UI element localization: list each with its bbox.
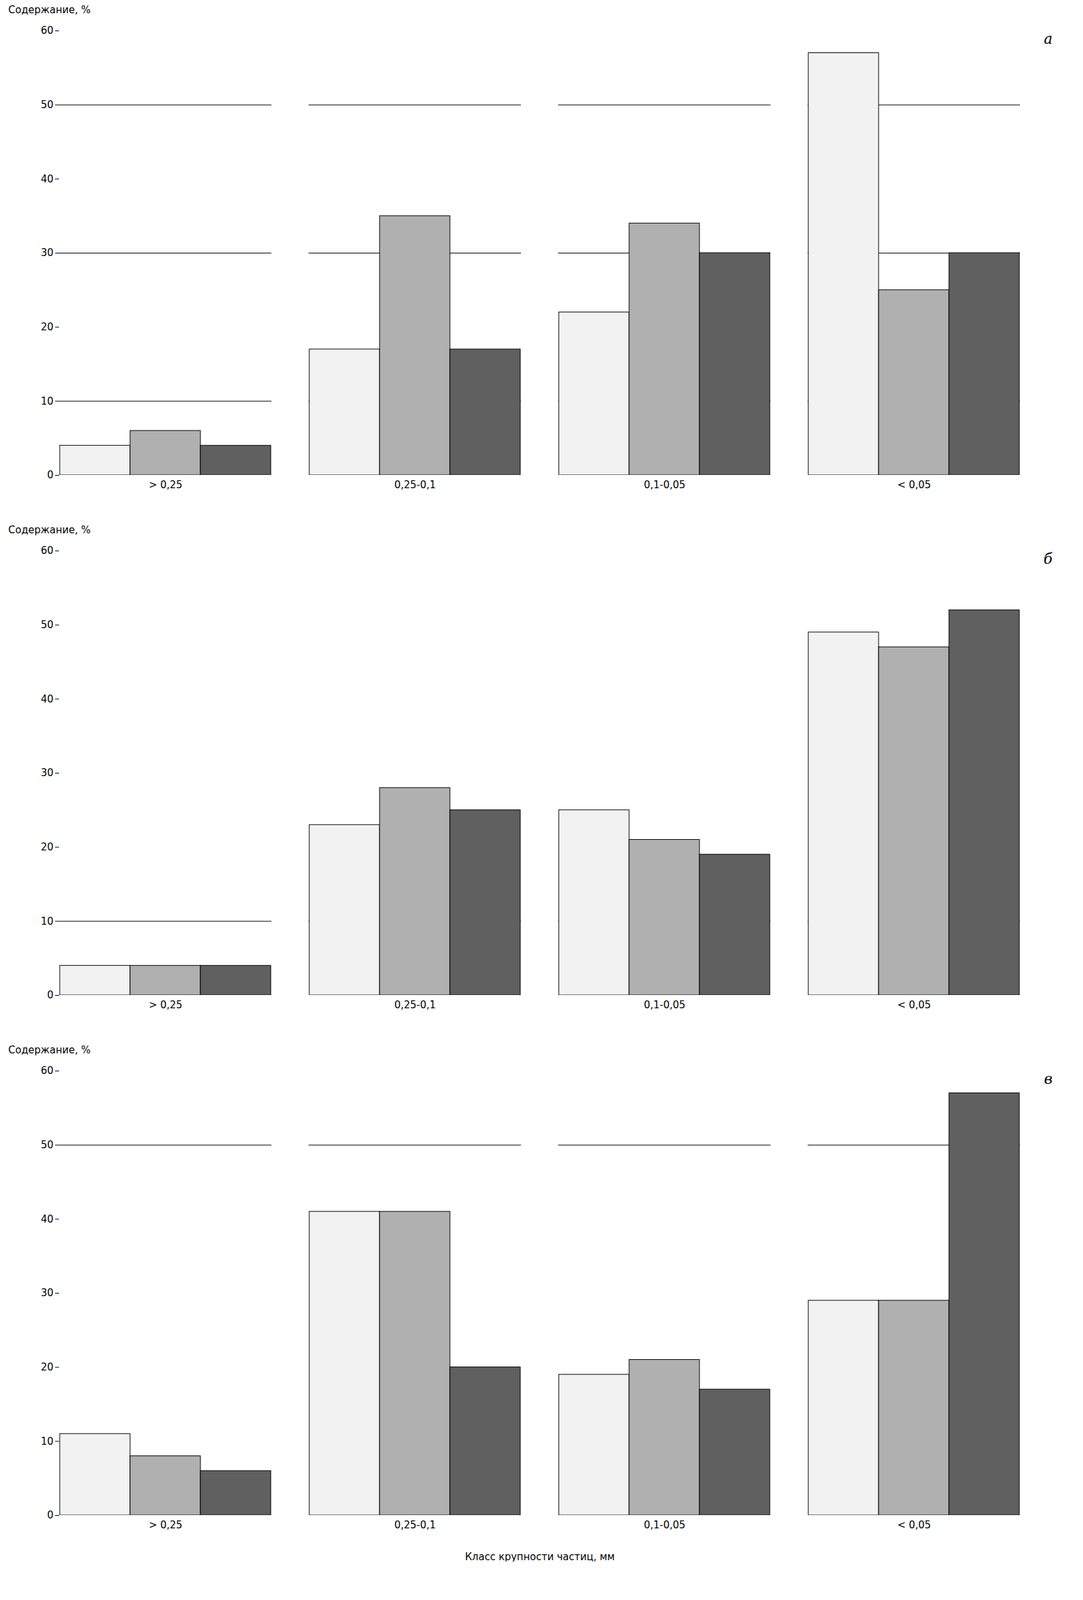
svg-text:60: 60 bbox=[40, 544, 54, 557]
svg-text:> 0,25: > 0,25 bbox=[148, 999, 183, 1012]
svg-text:< 0,05: < 0,05 bbox=[897, 999, 932, 1012]
svg-text:60: 60 bbox=[40, 24, 54, 37]
svg-text:20: 20 bbox=[40, 321, 54, 334]
svg-text:50: 50 bbox=[40, 98, 54, 111]
svg-text:0,1-0,05: 0,1-0,05 bbox=[643, 479, 686, 492]
html-text:в: в bbox=[1043, 1071, 1053, 1088]
svg-text:10: 10 bbox=[40, 395, 54, 408]
svg-text:0,1-0,05: 0,1-0,05 bbox=[643, 1519, 686, 1532]
svg-text:Содержание, %: Содержание, % bbox=[8, 524, 91, 537]
html-text:б: б bbox=[1043, 550, 1053, 568]
svg-text:< 0,05: < 0,05 bbox=[897, 1519, 932, 1532]
svg-text:40: 40 bbox=[40, 693, 54, 706]
svg-text:60: 60 bbox=[40, 1065, 54, 1078]
svg-text:< 0,05: < 0,05 bbox=[897, 479, 932, 492]
svg-text:0,1-0,05: 0,1-0,05 bbox=[643, 999, 686, 1012]
svg-text:50: 50 bbox=[40, 1139, 54, 1152]
html-text:а: а bbox=[1043, 30, 1053, 48]
svg-text:Содержание, %: Содержание, % bbox=[8, 1044, 91, 1057]
svg-text:0: 0 bbox=[47, 1509, 54, 1522]
svg-text:30: 30 bbox=[40, 246, 54, 259]
svg-text:20: 20 bbox=[40, 1361, 54, 1374]
svg-text:Содержание, %: Содержание, % bbox=[8, 3, 91, 16]
svg-text:Класс крупности частиц, мм: Класс крупности частиц, мм bbox=[465, 1551, 616, 1563]
svg-text:20: 20 bbox=[40, 841, 54, 854]
svg-text:30: 30 bbox=[40, 1287, 54, 1300]
svg-text:50: 50 bbox=[40, 619, 54, 632]
svg-text:> 0,25: > 0,25 bbox=[148, 1519, 183, 1532]
svg-text:10: 10 bbox=[40, 1436, 54, 1448]
svg-text:0,25-0,1: 0,25-0,1 bbox=[394, 479, 436, 492]
svg-text:0,25-0,1: 0,25-0,1 bbox=[394, 1519, 436, 1532]
svg-text:> 0,25: > 0,25 bbox=[148, 479, 183, 492]
svg-text:0,25-0,1: 0,25-0,1 bbox=[394, 999, 436, 1012]
svg-text:0: 0 bbox=[47, 989, 54, 1002]
svg-text:30: 30 bbox=[40, 767, 54, 780]
svg-text:40: 40 bbox=[40, 173, 54, 186]
svg-text:10: 10 bbox=[40, 915, 54, 928]
svg-text:0: 0 bbox=[47, 469, 54, 482]
svg-text:40: 40 bbox=[40, 1213, 54, 1226]
